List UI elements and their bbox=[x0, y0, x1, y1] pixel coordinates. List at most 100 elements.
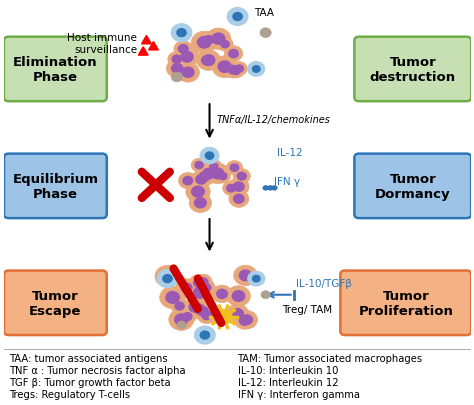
FancyBboxPatch shape bbox=[4, 38, 107, 102]
Circle shape bbox=[163, 275, 172, 283]
Circle shape bbox=[263, 186, 268, 190]
Circle shape bbox=[198, 307, 209, 316]
Circle shape bbox=[177, 30, 186, 38]
Text: Host immune
surveillance: Host immune surveillance bbox=[67, 33, 137, 54]
Circle shape bbox=[176, 279, 197, 297]
Circle shape bbox=[268, 186, 273, 190]
Circle shape bbox=[203, 169, 215, 179]
Circle shape bbox=[157, 270, 178, 288]
Circle shape bbox=[260, 29, 271, 38]
Circle shape bbox=[186, 182, 210, 202]
Text: IL-12: IL-12 bbox=[277, 147, 303, 157]
Circle shape bbox=[172, 64, 183, 74]
Circle shape bbox=[179, 173, 197, 189]
Circle shape bbox=[224, 47, 243, 62]
Circle shape bbox=[226, 161, 243, 175]
Circle shape bbox=[232, 309, 244, 319]
Circle shape bbox=[193, 303, 213, 320]
Circle shape bbox=[217, 290, 228, 298]
Circle shape bbox=[248, 272, 264, 286]
FancyBboxPatch shape bbox=[4, 154, 107, 219]
Circle shape bbox=[182, 68, 194, 78]
Circle shape bbox=[228, 65, 244, 79]
Circle shape bbox=[194, 275, 212, 290]
Circle shape bbox=[161, 271, 174, 282]
Circle shape bbox=[183, 313, 192, 321]
Text: Elimination
Phase: Elimination Phase bbox=[13, 56, 98, 84]
Circle shape bbox=[188, 300, 210, 318]
Circle shape bbox=[253, 66, 260, 73]
Circle shape bbox=[197, 280, 215, 296]
Text: TAM: Tumor associated macrophages: TAM: Tumor associated macrophages bbox=[237, 353, 423, 363]
Circle shape bbox=[204, 36, 213, 45]
Circle shape bbox=[172, 56, 182, 64]
Circle shape bbox=[227, 304, 249, 323]
Circle shape bbox=[206, 29, 231, 50]
Text: IFN γ: Interferon gamma: IFN γ: Interferon gamma bbox=[237, 390, 360, 399]
Circle shape bbox=[205, 153, 214, 160]
Circle shape bbox=[233, 169, 250, 184]
Circle shape bbox=[193, 279, 203, 287]
Circle shape bbox=[239, 317, 249, 326]
Circle shape bbox=[232, 68, 240, 75]
Circle shape bbox=[223, 181, 239, 196]
Circle shape bbox=[218, 62, 231, 73]
Circle shape bbox=[175, 303, 184, 310]
Circle shape bbox=[215, 170, 231, 183]
Circle shape bbox=[228, 178, 249, 196]
Circle shape bbox=[184, 298, 206, 317]
Text: TGF β: Tumor growth factor beta: TGF β: Tumor growth factor beta bbox=[9, 377, 170, 388]
Circle shape bbox=[189, 194, 211, 213]
Text: Tumor
Escape: Tumor Escape bbox=[29, 289, 82, 317]
Circle shape bbox=[197, 307, 216, 324]
Circle shape bbox=[168, 52, 186, 68]
Circle shape bbox=[191, 159, 207, 173]
Circle shape bbox=[201, 284, 211, 292]
Circle shape bbox=[237, 311, 257, 329]
Polygon shape bbox=[142, 36, 151, 45]
Circle shape bbox=[193, 288, 206, 298]
Circle shape bbox=[189, 303, 201, 312]
Text: TAA: TAA bbox=[254, 9, 274, 19]
Circle shape bbox=[195, 326, 215, 344]
Text: Equilibrium
Phase: Equilibrium Phase bbox=[12, 173, 99, 200]
Circle shape bbox=[248, 62, 264, 77]
Text: IFN γ: IFN γ bbox=[274, 177, 300, 187]
Circle shape bbox=[177, 321, 186, 329]
Circle shape bbox=[171, 25, 192, 43]
Circle shape bbox=[200, 148, 219, 164]
Circle shape bbox=[230, 164, 239, 172]
Circle shape bbox=[234, 266, 257, 286]
Polygon shape bbox=[138, 48, 148, 56]
Circle shape bbox=[219, 173, 227, 180]
Circle shape bbox=[221, 41, 229, 49]
Circle shape bbox=[234, 195, 244, 204]
Circle shape bbox=[229, 191, 249, 208]
Circle shape bbox=[202, 56, 215, 66]
Polygon shape bbox=[149, 43, 158, 51]
Circle shape bbox=[212, 57, 237, 79]
Circle shape bbox=[211, 169, 224, 179]
Circle shape bbox=[199, 173, 210, 182]
Circle shape bbox=[233, 183, 244, 192]
Circle shape bbox=[178, 45, 188, 54]
Circle shape bbox=[215, 310, 232, 324]
FancyBboxPatch shape bbox=[355, 38, 471, 102]
Circle shape bbox=[241, 315, 253, 325]
Circle shape bbox=[179, 309, 196, 324]
Text: TAA: tumor associated antigens: TAA: tumor associated antigens bbox=[9, 353, 167, 363]
Text: TNF α : Tumor necrosis factor alpha: TNF α : Tumor necrosis factor alpha bbox=[9, 365, 185, 375]
Circle shape bbox=[200, 331, 210, 339]
Circle shape bbox=[191, 32, 217, 54]
Circle shape bbox=[227, 185, 236, 192]
Circle shape bbox=[206, 160, 222, 174]
Circle shape bbox=[197, 52, 218, 70]
Circle shape bbox=[189, 275, 208, 291]
Circle shape bbox=[212, 286, 232, 303]
Circle shape bbox=[201, 56, 212, 66]
Circle shape bbox=[212, 34, 225, 45]
Circle shape bbox=[227, 286, 250, 307]
Circle shape bbox=[175, 314, 188, 325]
Text: IL-10: Interleukin 10: IL-10: Interleukin 10 bbox=[237, 365, 338, 375]
Circle shape bbox=[194, 168, 215, 186]
